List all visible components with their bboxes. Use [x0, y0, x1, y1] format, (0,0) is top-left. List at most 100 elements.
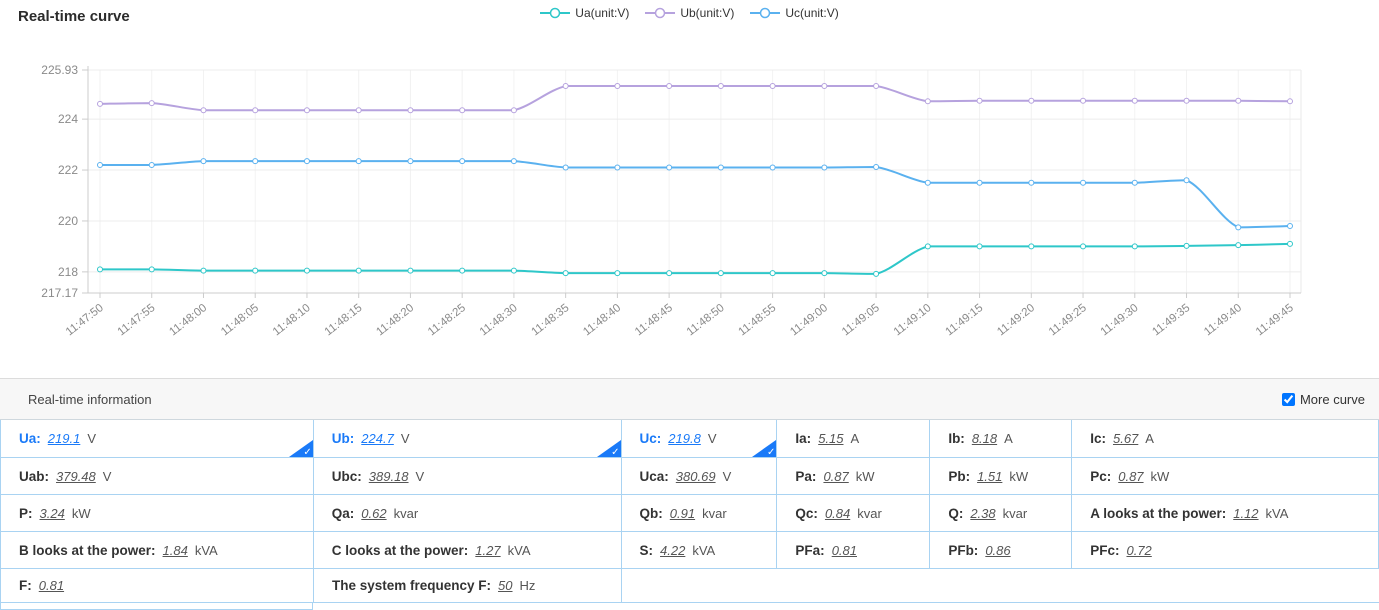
measurement-label: C looks at the power: — [331, 542, 469, 558]
measurement-value-link[interactable]: 0.86 — [985, 542, 1011, 558]
measurement-unit: kvar — [1002, 505, 1028, 521]
legend-item-uc[interactable]: Uc(unit:V) — [750, 6, 839, 20]
chart-legend: Ua(unit:V) Ub(unit:V) Uc(unit:V) — [0, 6, 1379, 20]
x-axis-label: 11:48:30 — [478, 302, 520, 338]
data-point — [459, 107, 466, 114]
x-axis-label: 11:48:05 — [219, 302, 261, 338]
data-point — [1287, 98, 1293, 105]
measurement-value-link[interactable]: 5.15 — [818, 431, 844, 446]
measurement-cell-qb: Qb: 0.91 kvar — [621, 495, 778, 531]
measurement-unit: A — [850, 431, 860, 446]
measurement-unit: A — [1004, 431, 1013, 446]
more-curve-checkbox[interactable] — [1281, 392, 1295, 406]
measurement-value-link[interactable]: 4.22 — [660, 542, 686, 558]
data-point — [1028, 97, 1035, 104]
measurement-cell-p: P: 3.24 kW — [1, 495, 314, 531]
data-point — [200, 267, 207, 274]
measurement-cell-pc: Pc: 0.87 kW — [1072, 458, 1379, 494]
table-row: Uab: 379.48 V Ubc: 389.18 V Uca: 380.69 V Pa: 0.87… — [1, 458, 1379, 495]
measurement-unit: V — [87, 431, 96, 446]
measurement-label: Q: — [948, 505, 964, 521]
data-point — [97, 266, 103, 273]
data-point — [562, 270, 569, 277]
data-point — [252, 267, 259, 274]
measurement-cell-uc[interactable]: Uc: 219.8 V ✓ — [621, 420, 778, 457]
measurement-label: Pc: — [1090, 468, 1112, 484]
measurement-value-link[interactable]: 0.91 — [669, 505, 696, 521]
measurement-label: PFc: — [1090, 542, 1120, 558]
measurement-value-link[interactable]: 224.7 — [361, 431, 394, 446]
more-curve-toggle[interactable]: More curve — [1281, 392, 1365, 407]
data-point — [1028, 179, 1035, 186]
measurement-cell-uca: Uca: 380.69 V — [621, 458, 778, 494]
info-title: Real-time information — [28, 391, 152, 407]
measurement-value-link[interactable]: 3.24 — [39, 505, 65, 521]
measurement-value-link[interactable]: 219.8 — [668, 431, 701, 446]
x-axis-label: 11:49:45 — [1254, 302, 1296, 338]
measurement-unit: V — [722, 468, 732, 484]
measurement-value-link[interactable]: 219.1 — [47, 431, 81, 446]
data-point — [769, 164, 776, 171]
data-point — [873, 163, 880, 170]
data-point — [666, 164, 673, 171]
series-line-uc — [99, 160, 1291, 229]
data-point — [1131, 97, 1138, 104]
table-row: F: 0.81 The system frequency F: 50 Hz — [1, 569, 1379, 603]
measurement-value-link[interactable]: 379.48 — [56, 468, 96, 484]
measurement-value-link[interactable]: 5.67 — [1112, 431, 1139, 446]
measurement-value-link[interactable]: 50 — [498, 578, 513, 593]
measurement-value-link[interactable]: 0.87 — [823, 468, 849, 484]
measurement-value-link[interactable]: 0.81 — [831, 542, 857, 558]
data-point — [614, 164, 621, 171]
data-point — [1235, 224, 1242, 231]
measurement-value-link[interactable]: 8.18 — [971, 431, 998, 446]
data-point — [1131, 243, 1138, 250]
measurement-value-link[interactable]: 0.72 — [1126, 542, 1152, 558]
measurement-value-link[interactable]: 1.84 — [162, 542, 188, 558]
measurement-value-link[interactable]: 389.18 — [368, 468, 409, 484]
legend-line-marker-icon — [540, 7, 571, 19]
measurement-value-link[interactable]: 1.51 — [977, 468, 1003, 484]
measurement-label: S: — [639, 542, 654, 558]
measurement-value-link[interactable]: 0.62 — [361, 505, 387, 521]
measurement-label: A looks at the power: — [1090, 505, 1227, 521]
measurement-cell-ua[interactable]: Ua: 219.1 V ✓ — [1, 420, 314, 457]
selected-corner-badge-icon — [288, 440, 313, 457]
data-point — [1183, 97, 1190, 104]
data-point — [666, 83, 673, 90]
measurement-unit: kVA — [692, 542, 716, 558]
y-axis-label: 217.17 — [41, 286, 78, 300]
selected-corner-badge-icon — [596, 440, 621, 457]
table-row: P: 3.24 kW Qa: 0.62 kvar Qb: 0.91 kvar Qc: 0.84 kva… — [1, 495, 1379, 532]
measurement-cell-pa: Pa: 0.87 kW — [777, 458, 931, 494]
legend-item-ua[interactable]: Ua(unit:V) — [540, 6, 629, 20]
data-point — [1028, 243, 1035, 250]
measurement-cell-qa: Qa: 0.62 kvar — [313, 495, 622, 531]
data-point — [510, 158, 517, 165]
measurement-value-link[interactable]: 380.69 — [675, 468, 716, 484]
data-point — [1183, 242, 1190, 249]
data-point — [562, 83, 569, 90]
measurement-label: Ua: — [19, 431, 41, 446]
measurement-value-link[interactable]: 0.84 — [824, 505, 851, 521]
measurement-value-link[interactable]: 1.27 — [475, 542, 501, 558]
measurement-unit: V — [400, 431, 410, 446]
measurement-value-link[interactable]: 0.81 — [38, 578, 65, 593]
measurement-unit: V — [415, 468, 425, 484]
x-axis-label: 11:48:55 — [736, 302, 778, 338]
checkmark-icon: ✓ — [611, 447, 620, 458]
data-point — [355, 158, 362, 165]
data-point — [407, 107, 414, 114]
measurement-value-link[interactable]: 2.38 — [970, 505, 996, 521]
measurement-label: The system frequency F: — [332, 578, 492, 593]
measurement-value-link[interactable]: 1.12 — [1233, 505, 1259, 521]
data-point — [924, 179, 931, 186]
x-axis-label: 11:49:10 — [892, 302, 934, 338]
measurement-cell-ub[interactable]: Ub: 224.7 V ✓ — [313, 420, 622, 458]
measurement-cell-c-looks-at-the-power: C looks at the power: 1.27 kVA — [313, 532, 622, 568]
measurement-unit: V — [102, 468, 112, 484]
measurement-value-link[interactable]: 0.87 — [1118, 468, 1144, 484]
measurement-cell-f: F: 0.81 — [1, 569, 314, 602]
legend-item-ub[interactable]: Ub(unit:V) — [645, 6, 734, 20]
